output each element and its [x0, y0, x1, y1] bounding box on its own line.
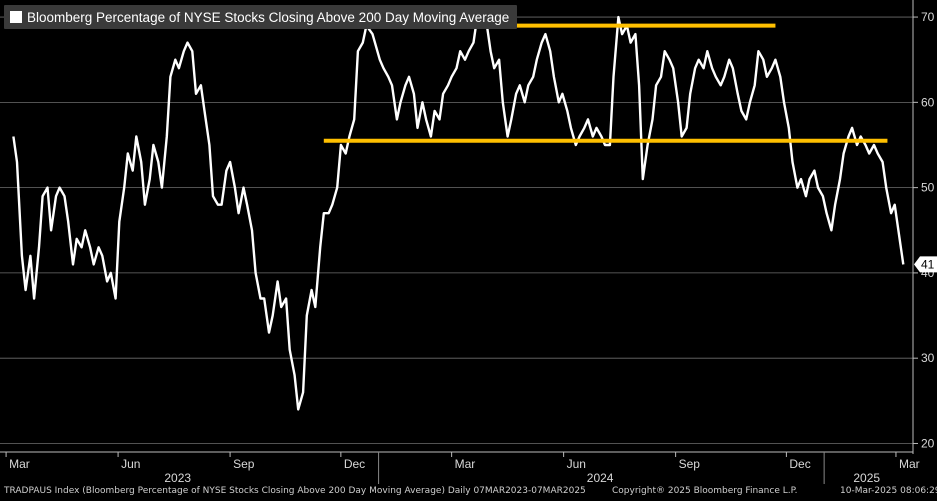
x-month-label: Jun	[121, 457, 140, 471]
x-month-label: Mar	[455, 457, 476, 471]
last-value-label: 41	[921, 257, 935, 271]
chart-title-legend: Bloomberg Percentage of NYSE Stocks Clos…	[4, 5, 518, 29]
x-month-label: Sep	[233, 457, 255, 471]
axes	[0, 0, 918, 484]
last-value-tag	[914, 256, 937, 273]
series-line	[12, 15, 905, 411]
footer-timestamp: 10-Mar-2025 08:06:29	[840, 486, 937, 496]
grid-lines	[0, 16, 913, 444]
x-month-label: Mar	[9, 457, 30, 471]
footer-copyright: Copyright® 2025 Bloomberg Finance L.P.	[612, 486, 798, 496]
series-layer	[12, 15, 905, 411]
y-tick-label: 30	[921, 351, 935, 365]
x-year-label: 2024	[587, 471, 614, 485]
y-tick-label: 50	[921, 181, 935, 195]
y-tick-label: 70	[921, 10, 935, 24]
x-month-label: Sep	[679, 457, 701, 471]
y-tick-label: 60	[921, 95, 935, 109]
y-tick-label: 20	[921, 436, 935, 450]
x-year-label: 2025	[853, 471, 880, 485]
x-month-label: Dec	[789, 457, 810, 471]
footer-source: TRADPAUS Index (Bloomberg Percentage of …	[4, 486, 586, 496]
x-month-label: Mar	[899, 457, 920, 471]
chart-title: Bloomberg Percentage of NYSE Stocks Clos…	[27, 9, 510, 25]
x-month-label: Jun	[567, 457, 586, 471]
x-year-label: 2023	[164, 471, 191, 485]
legend-swatch	[10, 11, 22, 23]
x-month-label: Dec	[344, 457, 365, 471]
